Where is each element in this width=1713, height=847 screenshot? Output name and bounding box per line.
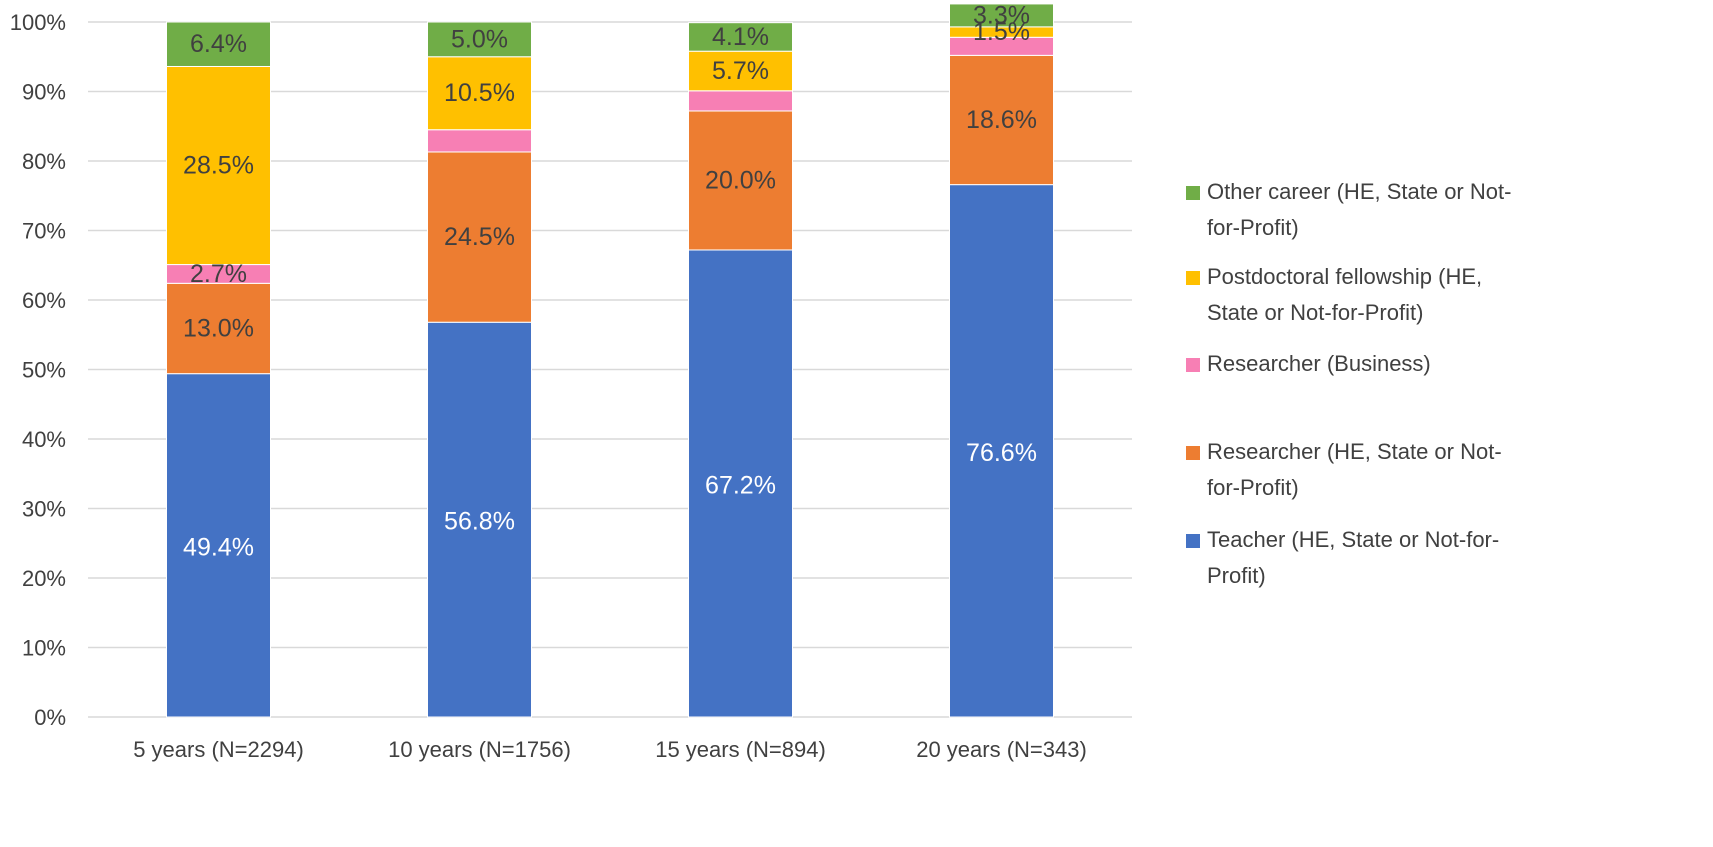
legend-label: Researcher (Business) xyxy=(1207,351,1431,376)
x-tick-label: 20 years (N=343) xyxy=(916,737,1087,762)
bar-segment xyxy=(688,22,793,52)
data-label: 2.7% xyxy=(190,260,247,288)
data-label: 4.1% xyxy=(712,23,769,51)
bar-segment xyxy=(688,249,793,718)
data-label: 5.0% xyxy=(451,25,508,53)
data-label: 76.6% xyxy=(966,439,1037,467)
legend-swatch xyxy=(1186,358,1200,372)
legend-label: Profit) xyxy=(1207,563,1266,588)
y-tick-label: 90% xyxy=(22,80,66,105)
data-label: 13.0% xyxy=(183,314,254,342)
data-label: 20.0% xyxy=(705,166,776,194)
bar-segment xyxy=(166,21,271,67)
data-label: 1.5% xyxy=(973,18,1030,46)
legend-label: Teacher (HE, State or Not-for- xyxy=(1207,527,1499,552)
bar-segment xyxy=(427,129,532,153)
data-label: 3.3% xyxy=(973,1,1030,29)
y-tick-label: 60% xyxy=(22,288,66,313)
bar-segment xyxy=(688,50,793,92)
legend-label: Other career (HE, State or Not- xyxy=(1207,179,1511,204)
legend-label: for-Profit) xyxy=(1207,475,1299,500)
data-label: 5.7% xyxy=(712,57,769,85)
legend: Other career (HE, State or Not-for-Profi… xyxy=(1186,179,1511,588)
legend-swatch xyxy=(1186,186,1200,200)
legend-swatch xyxy=(1186,271,1200,285)
y-tick-label: 70% xyxy=(22,219,66,244)
y-tick-label: 100% xyxy=(10,10,66,35)
bar-segment xyxy=(949,184,1054,718)
legend-swatch xyxy=(1186,534,1200,548)
x-axis-tick-labels: 5 years (N=2294) 10 years (N=1756) 15 year… xyxy=(133,737,1087,762)
x-tick-label: 15 years (N=894) xyxy=(655,737,826,762)
data-label: 24.5% xyxy=(444,223,515,251)
bar-segment xyxy=(688,90,793,112)
data-label: 6.4% xyxy=(190,30,247,58)
data-label: 28.5% xyxy=(183,152,254,180)
y-tick-label: 10% xyxy=(22,636,66,661)
data-label: 18.6% xyxy=(966,106,1037,134)
data-label: 49.4% xyxy=(183,533,254,561)
data-label: 67.2% xyxy=(705,471,776,499)
bar-segment xyxy=(427,151,532,323)
legend-label: Researcher (HE, State or Not- xyxy=(1207,439,1502,464)
bar-segment xyxy=(166,65,271,266)
bar-segment xyxy=(949,3,1054,28)
legend-swatch xyxy=(1186,446,1200,460)
data-label: 56.8% xyxy=(444,508,515,536)
x-tick-label: 10 years (N=1756) xyxy=(388,737,571,762)
legend-label: for-Profit) xyxy=(1207,215,1299,240)
legend-label: Postdoctoral fellowship (HE, xyxy=(1207,264,1482,289)
data-labels: 49.4% 13.0% 2.7% 28.5% 6.4% 56.8% 24.5% 10.5% 5.… xyxy=(183,1,1037,561)
bar-segment xyxy=(688,110,793,251)
y-tick-label: 80% xyxy=(22,149,66,174)
x-tick-label: 5 years (N=2294) xyxy=(133,737,304,762)
bars xyxy=(166,3,1054,718)
y-tick-label: 40% xyxy=(22,427,66,452)
y-tick-label: 0% xyxy=(34,705,66,730)
y-tick-label: 30% xyxy=(22,497,66,522)
data-label: 10.5% xyxy=(444,79,515,107)
bar-segment xyxy=(427,21,532,58)
y-tick-label: 50% xyxy=(22,358,66,383)
bar-segment xyxy=(166,282,271,375)
bar-segment xyxy=(427,56,532,131)
legend-label: State or Not-for-Profit) xyxy=(1207,300,1423,325)
bar-segment xyxy=(166,373,271,718)
y-tick-label: 20% xyxy=(22,566,66,591)
bar-segment xyxy=(949,54,1054,186)
y-axis-tick-labels: 0% 10% 20% 30% 40% 50% 60% 70% 80% 90% 100% xyxy=(10,10,66,730)
bar-segment xyxy=(427,321,532,718)
